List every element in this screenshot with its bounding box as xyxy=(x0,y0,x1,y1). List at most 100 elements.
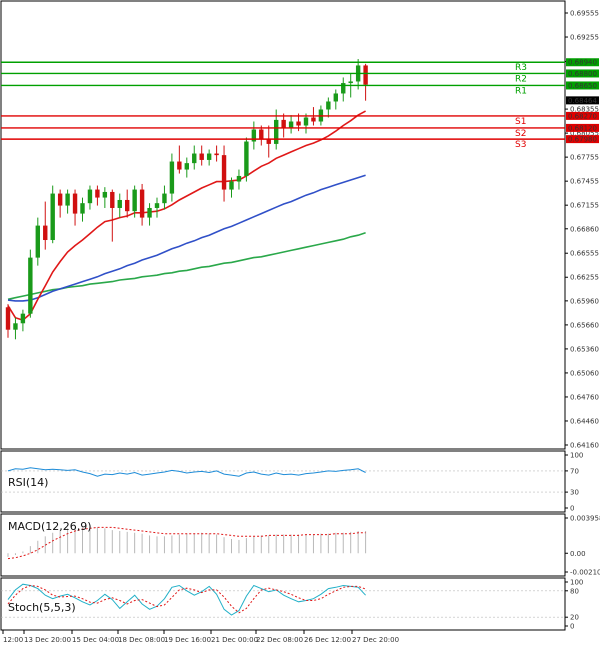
candle-body xyxy=(244,141,249,176)
stoch-axis-tick-label: 80 xyxy=(570,587,579,595)
candle-body xyxy=(221,155,227,190)
x-tick-label: 26 Dec 12:00 xyxy=(304,636,351,644)
rsi-panel[interactable]: 100 70 30 0 RSI(14) xyxy=(0,450,583,513)
x-tick-label: 22 Dec 08:00 xyxy=(256,636,303,644)
candle-body xyxy=(192,153,197,164)
candle-body xyxy=(80,203,85,214)
macd-axis-tick-label: 0.00 xyxy=(570,550,586,558)
candle-body xyxy=(72,193,78,214)
x-tick-label: 12:00 xyxy=(3,636,23,644)
x-tick-label: 13 Dec 20:00 xyxy=(24,636,71,644)
candle-body xyxy=(13,323,18,330)
price-axis-tick-label: 0.65660 xyxy=(570,321,599,329)
level-label-r3: R3 xyxy=(515,63,527,73)
candle-body xyxy=(363,65,368,85)
candle-body xyxy=(296,121,301,126)
level-price-box-s1 xyxy=(566,111,599,120)
level-price-box-s2 xyxy=(566,123,599,132)
ma-mid-series xyxy=(7,174,366,302)
candle-body xyxy=(35,225,40,258)
level-price-label-s1: 0.68270 xyxy=(568,112,597,120)
main-panel-frame xyxy=(0,0,566,450)
candle-body xyxy=(326,101,331,110)
candle-body xyxy=(125,199,130,212)
candle-body xyxy=(251,129,257,142)
price-axis-tick-label: 0.64160 xyxy=(570,442,599,450)
price-axis-tick-label: 0.69255 xyxy=(570,34,599,42)
candle-body xyxy=(169,161,175,194)
candle-body xyxy=(177,161,182,170)
candle-body xyxy=(266,139,271,144)
level-price-box-r3 xyxy=(566,58,599,67)
price-axis-tick-label: 0.65960 xyxy=(570,297,599,305)
main-price-panel[interactable]: 0.695550.692550.689500.683550.680550.677… xyxy=(0,0,599,450)
macd-axis-tick-label: 0.003958 xyxy=(570,515,600,523)
level-price-box-r2 xyxy=(566,69,599,78)
price-axis-tick-label: 0.68355 xyxy=(570,106,599,114)
level-price-label-r3: 0.68940 xyxy=(568,59,597,67)
level-price-label-r2: 0.68800 xyxy=(568,70,597,78)
candle-body xyxy=(333,93,338,102)
rsi-series xyxy=(7,467,366,477)
current-price-box xyxy=(566,96,599,105)
level-price-label-s2: 0.68120 xyxy=(568,124,597,132)
level-price-box-r1 xyxy=(566,81,599,90)
candle-body xyxy=(154,203,160,208)
x-tick-label: 19 Dec 16:00 xyxy=(164,636,211,644)
stoch-axis-tick-label: 20 xyxy=(570,614,579,622)
x-tick-label: 15 Dec 04:00 xyxy=(72,636,119,644)
rsi-axis-tick-label: 30 xyxy=(570,489,579,497)
candle-body xyxy=(132,189,137,212)
candle-body xyxy=(348,81,353,84)
stoch-axis-tick-label: 100 xyxy=(570,579,583,587)
candle-body xyxy=(303,117,309,126)
candle-body xyxy=(117,199,122,208)
candle-body xyxy=(28,257,33,314)
stoch-d-series xyxy=(7,584,366,614)
level-label-s2: S2 xyxy=(515,129,526,139)
level-label-r2: R2 xyxy=(515,74,527,84)
candle-body xyxy=(50,193,55,241)
rsi-axis-tick-label: 70 xyxy=(570,467,579,475)
candle-body xyxy=(259,129,264,140)
candle-body xyxy=(20,313,26,324)
price-axis-tick-label: 0.67755 xyxy=(570,154,599,162)
price-axis-tick-label: 0.67455 xyxy=(570,178,599,186)
rsi-axis-tick-label: 100 xyxy=(570,452,583,460)
price-axis-tick-label: 0.64760 xyxy=(570,393,599,401)
current-price-label: 0.68464 xyxy=(568,97,597,105)
candle-body xyxy=(184,163,189,170)
candle-body xyxy=(139,189,145,218)
candle-body xyxy=(5,307,11,330)
candle-body xyxy=(288,121,294,128)
price-axis-tick-label: 0.66255 xyxy=(570,274,599,282)
candle-body xyxy=(236,175,242,182)
price-axis-tick-label: 0.69555 xyxy=(570,10,599,18)
price-axis-tick-label: 0.64460 xyxy=(570,417,599,425)
candle-body xyxy=(65,193,70,206)
candle-body xyxy=(43,225,48,241)
price-axis-tick-label: 0.65060 xyxy=(570,369,599,377)
stoch-label: Stoch(5,5,3) xyxy=(8,601,76,614)
macd-panel[interactable]: 0.003958 0.00 -0.002104 MACD(12,26,9) xyxy=(0,513,600,577)
x-tick-label: 21 Dec 00:00 xyxy=(211,636,258,644)
candle-body xyxy=(341,83,346,94)
candle-body xyxy=(147,207,152,218)
stoch-k-series xyxy=(7,583,366,616)
level-label-s1: S1 xyxy=(515,117,526,127)
candle-body xyxy=(57,193,63,206)
macd-signal-series xyxy=(7,526,366,560)
stoch-axis-tick-label: 0 xyxy=(570,623,574,631)
macd-axis-tick-label: -0.002104 xyxy=(570,569,600,577)
candle-body xyxy=(274,119,279,144)
macd-label: MACD(12,26,9) xyxy=(8,520,92,533)
rsi-label: RSI(14) xyxy=(8,476,48,489)
candle-body xyxy=(311,117,316,122)
price-axis-tick-label: 0.68055 xyxy=(570,130,599,138)
candle-body xyxy=(199,153,204,160)
candle-body xyxy=(87,189,93,204)
stoch-panel-frame xyxy=(0,577,566,631)
